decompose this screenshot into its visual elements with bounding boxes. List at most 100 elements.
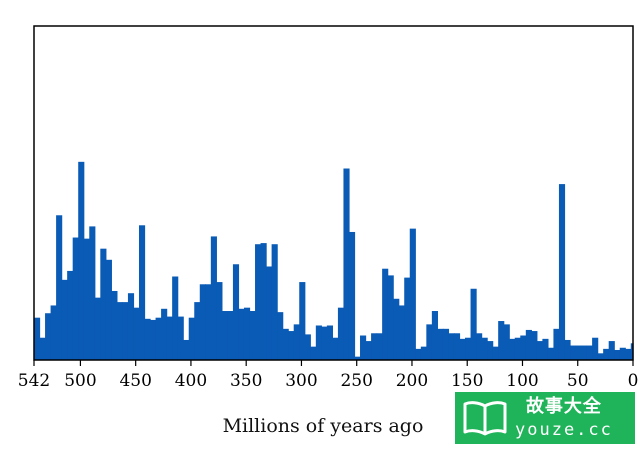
histogram-bar (509, 338, 516, 360)
histogram-bar (476, 333, 483, 360)
histogram-bar (188, 317, 195, 360)
histogram-bar (238, 308, 245, 360)
histogram-bar (398, 305, 405, 360)
histogram-bar (625, 348, 632, 360)
histogram-bar (498, 321, 505, 360)
histogram-bar (371, 333, 378, 360)
x-tick-label: 542 (18, 371, 50, 391)
x-tick-label: 50 (567, 371, 589, 391)
histogram-bar (227, 311, 234, 360)
histogram-bar (586, 345, 593, 360)
histogram-bar (420, 346, 427, 360)
histogram-bar (575, 345, 582, 360)
histogram-bar (293, 324, 300, 360)
histogram-bar (431, 311, 438, 360)
x-axis-label: Millions of years ago (223, 415, 424, 437)
x-tick-label: 200 (396, 371, 428, 391)
histogram-bar (45, 313, 52, 360)
histogram-bar (255, 244, 262, 360)
histogram-bar (243, 307, 251, 360)
histogram-bar (387, 275, 394, 360)
histogram-bar (288, 331, 295, 360)
histogram-bar (271, 244, 278, 360)
histogram-bar (277, 312, 284, 360)
histogram-bar (266, 266, 273, 360)
histogram-bar (459, 338, 466, 360)
histogram-bar (619, 347, 626, 360)
histogram-bar (83, 238, 90, 360)
histogram-bar (570, 345, 577, 360)
histogram-bar (127, 293, 135, 360)
histogram-bar (437, 328, 444, 360)
plot-frame (33, 25, 634, 361)
histogram-bar (531, 331, 538, 360)
histogram-bar (376, 333, 383, 360)
x-tick-label: 150 (451, 371, 483, 391)
histogram-bar (172, 276, 179, 360)
histogram-bar (514, 337, 521, 360)
histogram-bar (67, 270, 74, 360)
histogram-bar (72, 237, 79, 360)
histogram-bar (205, 284, 212, 360)
histogram-bar (382, 268, 389, 360)
histogram-bar (315, 325, 322, 360)
histogram-bar (111, 290, 118, 360)
histogram-bar (155, 317, 162, 360)
histogram-bar (415, 348, 422, 360)
histogram-bar (503, 324, 510, 360)
histogram-bar (210, 236, 217, 360)
histogram-bar (310, 346, 317, 360)
histogram-bar (465, 337, 472, 360)
histogram-bar (442, 328, 450, 360)
x-tick-label: 100 (506, 371, 538, 391)
histogram-bar (592, 337, 599, 360)
histogram-bar (50, 305, 57, 360)
histogram-bar (39, 337, 46, 360)
histogram-bar (166, 316, 173, 360)
histogram-bar (94, 297, 101, 360)
histogram-bar (299, 282, 306, 360)
histogram-bar (78, 161, 85, 360)
histogram-bar (89, 226, 96, 360)
histogram-bar (221, 311, 229, 360)
histogram-bar (520, 335, 527, 360)
histogram-bar (542, 338, 549, 360)
histogram-bar (492, 346, 499, 360)
histogram-bar (608, 341, 615, 360)
histogram-bar (354, 356, 361, 360)
histogram-bar (326, 325, 333, 360)
histogram-bar (393, 298, 400, 360)
x-tick-label: 350 (230, 371, 262, 391)
histogram-bar (360, 335, 367, 360)
histogram-bar (138, 225, 146, 360)
x-tick-label: 300 (285, 371, 317, 391)
histogram-bar (232, 264, 240, 360)
histogram-bar (321, 326, 328, 360)
histogram-bar (34, 317, 41, 360)
x-tick-label: 250 (340, 371, 372, 391)
histogram-bar (216, 282, 223, 360)
x-tick-label: 0 (628, 371, 639, 391)
histogram-bar (105, 259, 112, 360)
histogram-bar (343, 168, 350, 360)
histogram-bar (194, 302, 201, 360)
histogram-bar (199, 284, 206, 360)
histogram-bar (177, 316, 184, 360)
histogram-bar (453, 333, 461, 360)
histogram-bar (603, 348, 610, 360)
histogram-bars (34, 161, 634, 360)
histogram-bar (332, 337, 339, 360)
watermark-badge: 故事大全 youze.cc (455, 392, 635, 444)
histogram-bar (61, 279, 68, 360)
histogram-bar (348, 231, 356, 360)
watermark-url: youze.cc (515, 419, 613, 440)
histogram-bar (426, 324, 433, 360)
x-axis-ticks: 542 500 450 400 350 300 250 200 150 100 50 0 (18, 360, 639, 391)
histogram-bar (282, 328, 289, 360)
histogram-bar (409, 228, 416, 360)
x-tick-label: 500 (64, 371, 96, 391)
histogram-bar (630, 343, 634, 360)
histogram-bar (122, 302, 129, 360)
book-icon (463, 401, 507, 436)
